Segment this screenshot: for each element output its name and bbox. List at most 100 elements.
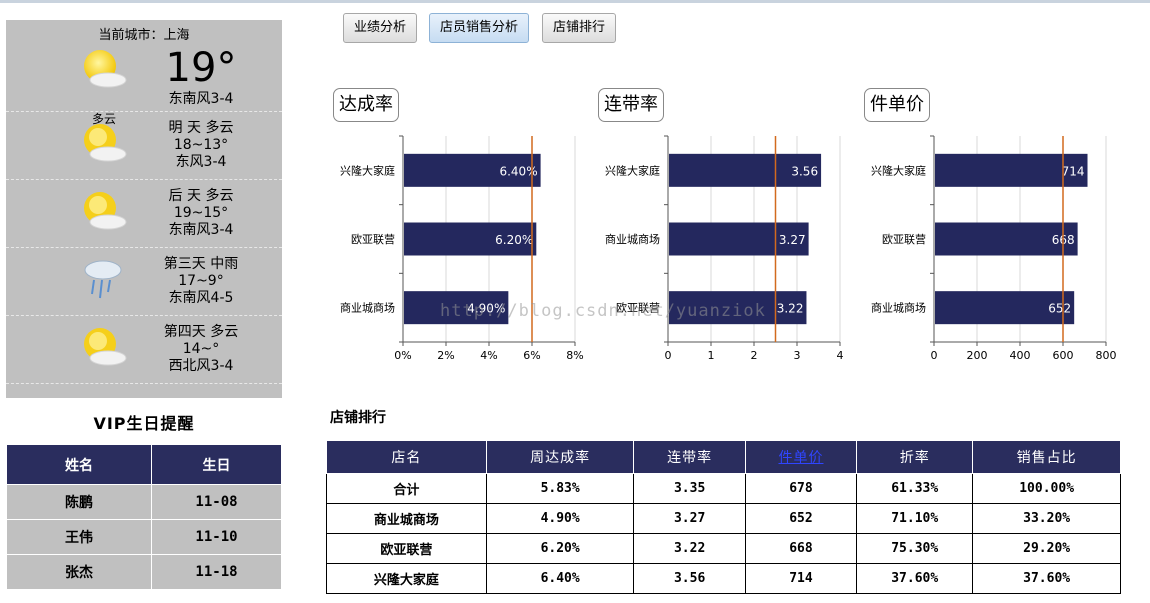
today-condition: 多云 xyxy=(91,112,116,126)
forecast-day-2: 后 天 多云 19~15° 东南风3-4 xyxy=(6,180,282,248)
store-name: 合计 xyxy=(326,473,487,504)
metric-value: 3.56 xyxy=(633,563,746,594)
today-wind: 东南风3-4 xyxy=(168,91,234,107)
bar xyxy=(935,153,1088,187)
forecast-temp: 14~° xyxy=(182,341,220,357)
category-label: 兴隆大家庭 xyxy=(871,163,926,177)
sort-link-unit-price[interactable]: 件单价 xyxy=(778,450,824,466)
store-ranking-title: 店铺排行 xyxy=(330,410,386,426)
metric-value: 61.33% xyxy=(856,473,974,504)
table-row: 张杰 11-18 xyxy=(6,554,282,590)
bar-value-label: 714 xyxy=(1062,164,1085,178)
table-row: 王伟 11-10 xyxy=(6,519,282,555)
chart-joint-rate: 0 1 2 3 4 3.56 兴隆大家庭 3.27 商业城商场 3.22 欧亚联营 连带率 xyxy=(598,88,853,363)
tick-label: 0 xyxy=(665,349,672,362)
vip-birthday-title: VIP生日提醒 xyxy=(93,414,195,433)
category-label: 兴隆大家庭 xyxy=(340,163,395,177)
column-header: 生日 xyxy=(151,444,282,485)
metric-value: 37.60% xyxy=(972,563,1121,594)
vip-birthday: 11-10 xyxy=(151,519,282,555)
vip-birthday-table: 姓名 生日 陈鹏 11-08 王伟 11-10 张杰 11-18 xyxy=(6,444,282,590)
tick-label: 600 xyxy=(1053,349,1074,362)
metric-value: 37.60% xyxy=(856,563,974,594)
tick-label: 800 xyxy=(1096,349,1117,362)
forecast-label: 后 天 多云 xyxy=(168,188,234,204)
metric-value: 678 xyxy=(744,473,858,504)
bar xyxy=(935,222,1078,256)
category-label: 商业城商场 xyxy=(605,232,660,246)
category-label: 欧亚联营 xyxy=(616,301,660,315)
metric-value: 33.20% xyxy=(972,503,1121,534)
column-header: 店名 xyxy=(326,440,487,474)
partly-cloudy-icon xyxy=(84,50,127,88)
metric-value: 3.35 xyxy=(633,473,746,504)
table-row: 兴隆大家庭 6.40% 3.56 714 37.60% 37.60% xyxy=(326,563,1121,594)
metric-value: 6.40% xyxy=(485,563,635,594)
store-name: 兴隆大家庭 xyxy=(326,563,487,594)
table-row: 陈鹏 11-08 xyxy=(6,484,282,520)
tab-store-ranking[interactable]: 店铺排行 xyxy=(542,13,617,43)
forecast-day-3: 第三天 中雨 17~9° 东南风4-5 xyxy=(6,248,282,316)
tab-clerk-sales-analysis[interactable]: 店员销售分析 xyxy=(429,13,530,43)
vip-name: 张杰 xyxy=(6,554,152,590)
metric-value: 100.00% xyxy=(972,473,1121,504)
category-label: 欧亚联营 xyxy=(882,232,926,246)
column-header: 姓名 xyxy=(6,444,152,485)
tab-performance-analysis[interactable]: 业绩分析 xyxy=(343,13,418,43)
metric-value: 5.83% xyxy=(485,473,635,504)
category-label: 商业城商场 xyxy=(340,301,395,315)
chart-title: 连带率 xyxy=(598,88,664,122)
bar xyxy=(669,222,809,256)
chart-unit-price: 0200400600800714兴隆大家庭668欧亚联营652商业城商场件单价 xyxy=(864,88,1119,363)
column-header: 连带率 xyxy=(633,440,746,474)
weather-panel: 当前城市：上海 多云 19° 东南风3-4 明 天 多云 18~13° 东风3-… xyxy=(6,20,282,398)
bar xyxy=(669,153,822,187)
tick-label: 400 xyxy=(1010,349,1031,362)
partly-cloudy-icon xyxy=(84,192,127,230)
table-row: 欧亚联营 6.20% 3.22 668 75.30% 29.20% xyxy=(326,533,1121,564)
metric-value: 3.22 xyxy=(633,533,746,564)
forecast-wind: 东南风3-4 xyxy=(168,222,234,238)
bar-value-label: 652 xyxy=(1048,302,1071,316)
column-header: 折率 xyxy=(856,440,974,474)
table-row: 合计 5.83% 3.35 678 61.33% 100.00% xyxy=(326,473,1121,504)
bar xyxy=(404,222,537,256)
tick-label: 2 xyxy=(751,349,758,362)
top-border xyxy=(0,0,1150,3)
tick-label: 2% xyxy=(437,349,454,362)
partly-cloudy-icon xyxy=(84,328,127,366)
chart-title: 件单价 xyxy=(864,88,930,122)
store-name: 欧亚联营 xyxy=(326,533,487,564)
bar-chart-svg: 0% 2% 4% 6% 8% 6.40% 兴隆大家庭 6.20% 欧亚联营 4.90% 商业城商场 xyxy=(340,135,584,362)
forecast-day-4: 第四天 多云 14~° 西北风3-4 xyxy=(6,316,282,384)
chart-achievement-rate: 0% 2% 4% 6% 8% 6.40% 兴隆大家庭 6.20% 欧亚联营 4.90% 商业城商场 达… xyxy=(333,88,588,363)
chart-title: 达成率 xyxy=(333,88,399,122)
tick-label: 1 xyxy=(708,349,715,362)
bar xyxy=(404,153,541,187)
metric-value: 71.10% xyxy=(856,503,974,534)
tick-label: 0 xyxy=(931,349,938,362)
today-temperature: 19° xyxy=(165,45,237,91)
tick-label: 0% xyxy=(394,349,411,362)
partly-cloudy-icon xyxy=(84,124,127,162)
forecast-wind: 东风3-4 xyxy=(175,154,227,170)
forecast-label: 明 天 多云 xyxy=(168,120,234,136)
weather-today: 多云 xyxy=(6,42,282,126)
tick-label: 3 xyxy=(794,349,801,362)
bar-value-label: 3.56 xyxy=(791,164,818,178)
column-header-sortable: 件单价 xyxy=(744,440,858,474)
tick-label: 4% xyxy=(480,349,497,362)
metric-value: 4.90% xyxy=(485,503,635,534)
vip-name: 王伟 xyxy=(6,519,152,555)
tick-label: 200 xyxy=(967,349,988,362)
bar-value-label: 4.90% xyxy=(467,302,505,316)
store-ranking-table: 店名 周达成率 连带率 件单价 折率 销售占比 合计 5.83% 3.35 678 61… xyxy=(326,440,1121,594)
forecast-temp: 17~9° xyxy=(178,273,224,289)
metric-value: 3.27 xyxy=(633,503,746,534)
bar xyxy=(935,291,1075,325)
vip-birthday: 11-08 xyxy=(151,484,282,520)
bar-value-label: 3.27 xyxy=(779,233,806,247)
tick-label: 6% xyxy=(523,349,540,362)
metric-value: 668 xyxy=(744,533,858,564)
forecast-label: 第三天 中雨 xyxy=(163,256,239,272)
